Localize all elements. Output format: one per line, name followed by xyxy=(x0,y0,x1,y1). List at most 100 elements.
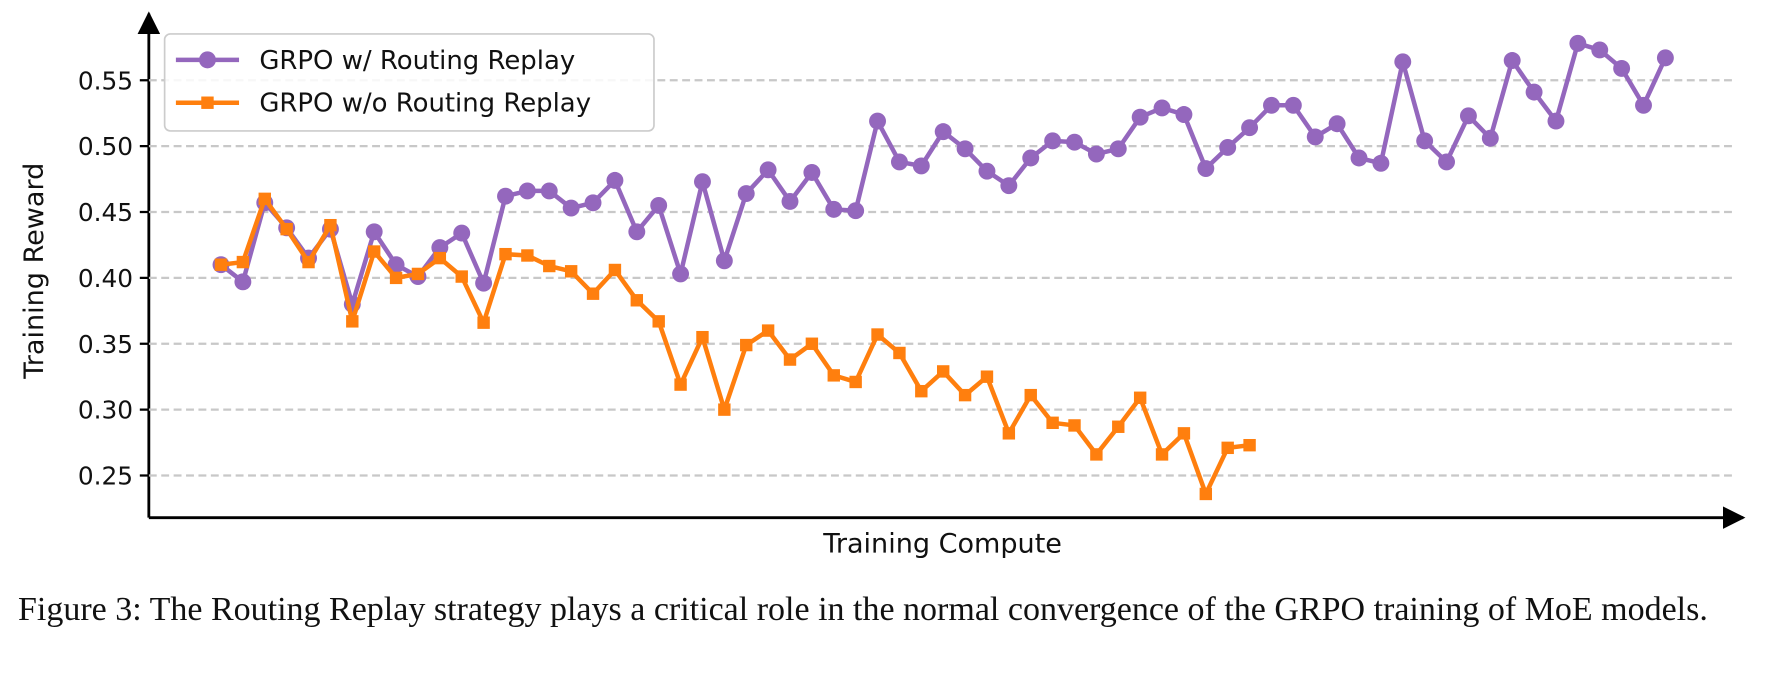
point xyxy=(1066,133,1083,151)
point xyxy=(715,252,733,270)
point xyxy=(1112,420,1125,433)
point xyxy=(652,315,665,328)
point xyxy=(1481,129,1499,147)
point xyxy=(1438,153,1456,171)
legend-label: GRPO w/ Routing Replay xyxy=(259,46,575,76)
point xyxy=(302,255,315,269)
point xyxy=(805,337,819,350)
point xyxy=(1000,177,1018,195)
y-tick-label: 0.50 xyxy=(78,132,133,161)
point xyxy=(387,256,405,274)
point xyxy=(608,263,622,277)
point xyxy=(1591,41,1609,59)
point xyxy=(672,265,690,283)
point xyxy=(1175,106,1193,123)
point xyxy=(893,346,906,360)
point xyxy=(365,223,383,241)
point xyxy=(956,140,974,158)
point xyxy=(978,162,996,180)
point xyxy=(411,267,425,281)
point xyxy=(912,157,930,175)
point xyxy=(1199,487,1213,501)
point xyxy=(650,196,668,214)
point xyxy=(1547,112,1565,130)
point xyxy=(915,384,928,398)
point xyxy=(521,249,534,262)
point xyxy=(869,112,886,130)
point xyxy=(518,182,536,200)
y-tick-label: 0.35 xyxy=(78,330,133,359)
point xyxy=(847,202,865,220)
point xyxy=(1155,448,1169,461)
point xyxy=(674,378,687,391)
point xyxy=(1241,119,1259,137)
legend-marker xyxy=(201,96,214,109)
point xyxy=(934,123,952,141)
point xyxy=(1459,107,1477,125)
point xyxy=(1044,132,1062,150)
point xyxy=(499,247,512,261)
point xyxy=(1306,128,1324,146)
point xyxy=(1416,132,1434,150)
legend-label: GRPO w/o Routing Replay xyxy=(259,89,591,119)
point xyxy=(1068,419,1081,432)
point xyxy=(761,324,775,337)
point xyxy=(759,161,777,179)
point xyxy=(1109,140,1127,158)
point xyxy=(433,251,447,265)
point xyxy=(1328,115,1346,133)
point xyxy=(825,200,843,218)
point xyxy=(1350,149,1368,167)
point xyxy=(1197,160,1215,177)
x-axis-label: Training Compute xyxy=(822,529,1062,560)
legend: GRPO w/ Routing Replay GRPO w/o Routing R… xyxy=(163,33,655,132)
point xyxy=(783,353,797,366)
point xyxy=(958,388,972,402)
point xyxy=(803,164,821,181)
point xyxy=(1243,438,1256,452)
point xyxy=(1221,441,1234,455)
point xyxy=(1153,99,1171,117)
point xyxy=(431,239,449,257)
y-tick-label: 0.55 xyxy=(78,66,133,95)
point xyxy=(1177,427,1191,440)
legend-box xyxy=(163,33,655,132)
point xyxy=(1024,388,1037,402)
y-tick-label: 0.40 xyxy=(78,264,133,293)
legend-marker xyxy=(199,51,216,69)
point xyxy=(1372,154,1390,172)
point xyxy=(1525,83,1543,101)
point xyxy=(781,193,799,210)
y-tick-label: 0.45 xyxy=(78,198,133,227)
point xyxy=(827,369,840,382)
point xyxy=(740,338,753,352)
caption: Figure 3: The Routing Replay strategy pl… xyxy=(18,591,1708,628)
point xyxy=(936,365,950,378)
point xyxy=(1133,391,1147,404)
point xyxy=(1613,59,1631,77)
y-axis-label: Training Reward xyxy=(19,163,50,380)
point xyxy=(737,185,755,203)
point xyxy=(980,370,994,383)
point xyxy=(346,315,359,328)
point xyxy=(258,192,271,206)
point xyxy=(1635,96,1652,114)
point xyxy=(475,274,493,292)
point xyxy=(234,273,252,291)
point xyxy=(606,171,624,189)
point xyxy=(562,199,580,217)
point xyxy=(1090,448,1103,461)
point xyxy=(1503,52,1521,69)
point xyxy=(497,187,514,205)
point xyxy=(1284,96,1302,114)
point xyxy=(1022,149,1040,167)
point xyxy=(455,270,468,283)
point xyxy=(1131,108,1149,126)
point xyxy=(1263,96,1280,114)
point xyxy=(890,153,908,171)
point xyxy=(1002,427,1016,440)
point xyxy=(477,316,490,329)
point xyxy=(1087,145,1105,163)
point xyxy=(584,194,602,212)
